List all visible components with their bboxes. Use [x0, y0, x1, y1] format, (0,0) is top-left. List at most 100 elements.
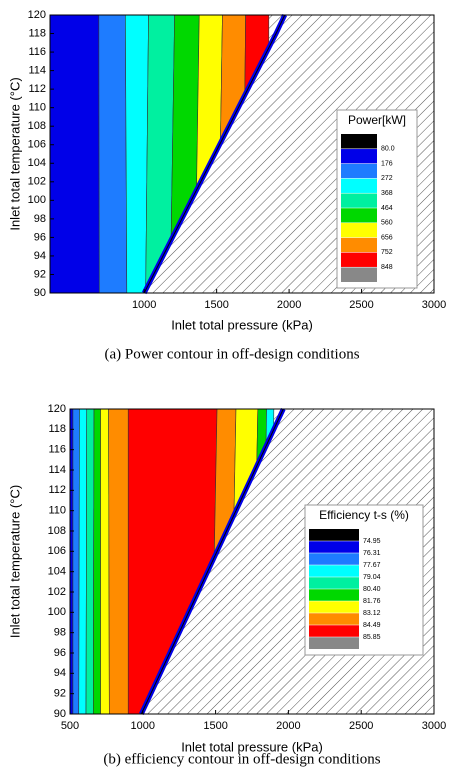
y-tick-label: 100: [48, 606, 66, 618]
y-tick-label: 120: [28, 9, 46, 21]
y-tick-label: 118: [48, 423, 66, 435]
contour-band: [78, 409, 88, 714]
x-tick-label: 1500: [203, 720, 227, 732]
y-tick-label: 106: [28, 139, 46, 151]
y-tick-label: 104: [48, 566, 66, 578]
x-tick-label: 1000: [131, 720, 155, 732]
y-tick-label: 120: [48, 403, 66, 415]
colorbar-label: 74.95: [363, 538, 381, 545]
y-tick-label: 92: [34, 268, 46, 280]
colorbar-swatch: [341, 208, 377, 223]
colorbar-label: 272: [381, 175, 393, 182]
colorbar-swatch: [309, 553, 359, 565]
colorbar-swatch: [309, 601, 359, 613]
contour-band: [145, 15, 175, 293]
y-tick-label: 100: [28, 194, 46, 206]
colorbar-swatch: [341, 178, 377, 194]
y-tick-label: 98: [54, 627, 66, 639]
y-tick-label: 90: [34, 287, 46, 299]
colorbar-label: 176: [381, 160, 393, 167]
boundary-edge: [143, 14, 286, 294]
y-tick-label: 112: [48, 484, 66, 496]
colorbar-label: 85.85: [363, 634, 381, 641]
y-tick-label: 104: [28, 157, 46, 169]
x-tick-label: 1500: [204, 299, 228, 311]
x-tick-label: 2000: [277, 299, 301, 311]
colorbar-swatch: [341, 193, 377, 208]
contour-band: [70, 409, 74, 714]
contour-band: [50, 15, 100, 293]
colorbar-swatch: [309, 541, 359, 553]
colorbar-label: 80.40: [363, 586, 381, 593]
y-tick-label: 96: [34, 231, 46, 243]
y-tick-label: 96: [54, 647, 66, 659]
x-tick-label: 2000: [276, 720, 300, 732]
colorbar-swatch: [341, 163, 377, 179]
colorbar-label: 848: [381, 264, 393, 271]
colorbar-swatch: [309, 577, 359, 589]
colorbar-swatch: [309, 529, 359, 541]
y-tick-label: 116: [48, 444, 66, 456]
y-tick-label: 110: [48, 505, 66, 517]
contour-band: [125, 15, 149, 293]
colorbar-label: 84.49: [363, 622, 381, 629]
x-tick-label: 2500: [349, 720, 373, 732]
colorbar-swatch: [309, 625, 359, 637]
y-tick-label: 114: [28, 65, 46, 77]
y-tick-label: 92: [54, 688, 66, 700]
y-tick-label: 102: [48, 586, 66, 598]
x-tick-label: 500: [61, 720, 79, 732]
colorbar-swatch: [341, 267, 377, 282]
colorbar-swatch: [341, 134, 377, 149]
plot-frame: [69, 408, 435, 715]
colorbar-label: 76.31: [363, 550, 381, 557]
colorbar-label: 79.04: [363, 574, 381, 581]
x-tick-label: 1000: [132, 299, 156, 311]
y-tick-label: 114: [48, 464, 66, 476]
contour-band: [72, 409, 80, 714]
colorbar-label: 77.67: [363, 562, 381, 569]
plot-frame: [49, 14, 435, 294]
y-tick-label: 118: [28, 27, 46, 39]
colorbar-swatch: [309, 565, 359, 577]
contour-band: [98, 15, 128, 293]
x-tick-label: 2500: [349, 299, 373, 311]
x-tick-label: 3000: [422, 299, 446, 311]
colorbar-swatch: [309, 637, 359, 649]
colorbar-swatch: [341, 222, 377, 238]
colorbar-label: 464: [381, 205, 393, 212]
contour-band: [85, 409, 95, 714]
y-axis-label: Inlet total temperature (°C): [7, 485, 22, 638]
contour-band: [100, 409, 110, 714]
colorbar-title: Efficiency t-s (%): [319, 508, 409, 522]
colorbar-label: 752: [381, 249, 393, 256]
colorbar-title: Power[kW]: [348, 113, 406, 127]
colorbar-swatch: [309, 589, 359, 601]
colorbar-label: 656: [381, 234, 393, 241]
caption: (a) Power contour in off-design conditio…: [104, 346, 359, 362]
y-tick-label: 110: [28, 102, 46, 114]
colorbar-label: 368: [381, 190, 393, 197]
y-tick-label: 116: [28, 46, 46, 58]
y-tick-label: 90: [54, 708, 66, 720]
contour-band: [92, 409, 101, 714]
y-tick-label: 94: [34, 250, 46, 262]
caption: (b) efficiency contour in off-design con…: [103, 751, 380, 767]
colorbar-swatch: [341, 237, 377, 253]
colorbar-label: 81.76: [363, 598, 381, 605]
y-tick-label: 108: [28, 120, 46, 132]
contour-band: [108, 409, 129, 714]
y-tick-label: 106: [48, 545, 66, 557]
colorbar-swatch: [341, 148, 377, 164]
y-tick-label: 94: [54, 667, 66, 679]
y-tick-label: 102: [28, 176, 46, 188]
colorbar-label: 560: [381, 220, 393, 227]
colorbar-label: 80.0: [381, 146, 395, 153]
boundary-edge: [140, 408, 284, 715]
colorbar-swatch: [341, 252, 377, 268]
x-axis-label: Inlet total pressure (kPa): [171, 317, 313, 332]
colorbar-label: 83.12: [363, 610, 381, 617]
x-tick-label: 3000: [422, 720, 446, 732]
